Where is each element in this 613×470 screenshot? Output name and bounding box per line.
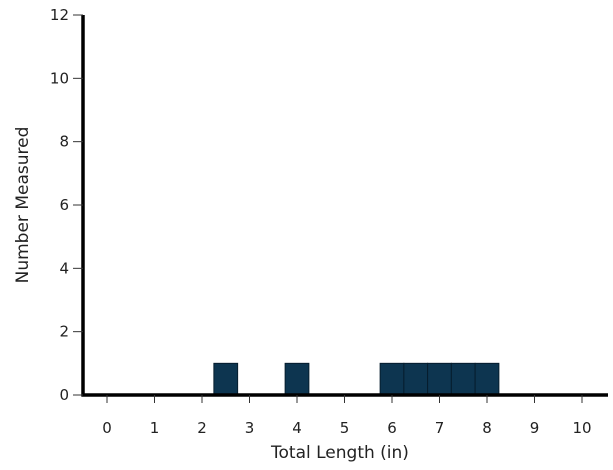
y-tick-label: 2: [59, 323, 69, 341]
y-tick-label: 4: [59, 259, 69, 277]
histogram-bar: [379, 362, 405, 396]
axes-layer: [81, 15, 608, 397]
histogram-bar: [450, 362, 476, 396]
x-axis-title: Total Length (in): [270, 443, 409, 463]
y-tick-label: 8: [59, 133, 69, 151]
y-tick-label: 10: [50, 69, 69, 87]
histogram-bar: [213, 362, 239, 396]
histogram-bar: [474, 362, 500, 396]
y-tick-label: 6: [59, 196, 69, 214]
x-tick-label: 1: [150, 419, 160, 437]
x-tick-label: 0: [102, 419, 112, 437]
y-tick-label: 12: [50, 6, 69, 24]
histogram-bar: [403, 362, 429, 396]
x-tick-label: 10: [572, 419, 591, 437]
x-tick-label: 6: [387, 419, 397, 437]
y-axis-title: Number Measured: [13, 127, 33, 284]
x-tick-label: 5: [340, 419, 350, 437]
x-tick-label: 2: [197, 419, 207, 437]
x-tick-label: 8: [482, 419, 492, 437]
x-tick-label: 4: [292, 419, 302, 437]
histogram-bar: [284, 362, 310, 396]
bars-layer: [213, 362, 500, 396]
y-tick-label: 0: [59, 386, 69, 404]
x-tick-label: 9: [530, 419, 540, 437]
histogram-bar: [427, 362, 452, 396]
x-tick-label: 7: [435, 419, 445, 437]
x-tick-label: 3: [245, 419, 255, 437]
